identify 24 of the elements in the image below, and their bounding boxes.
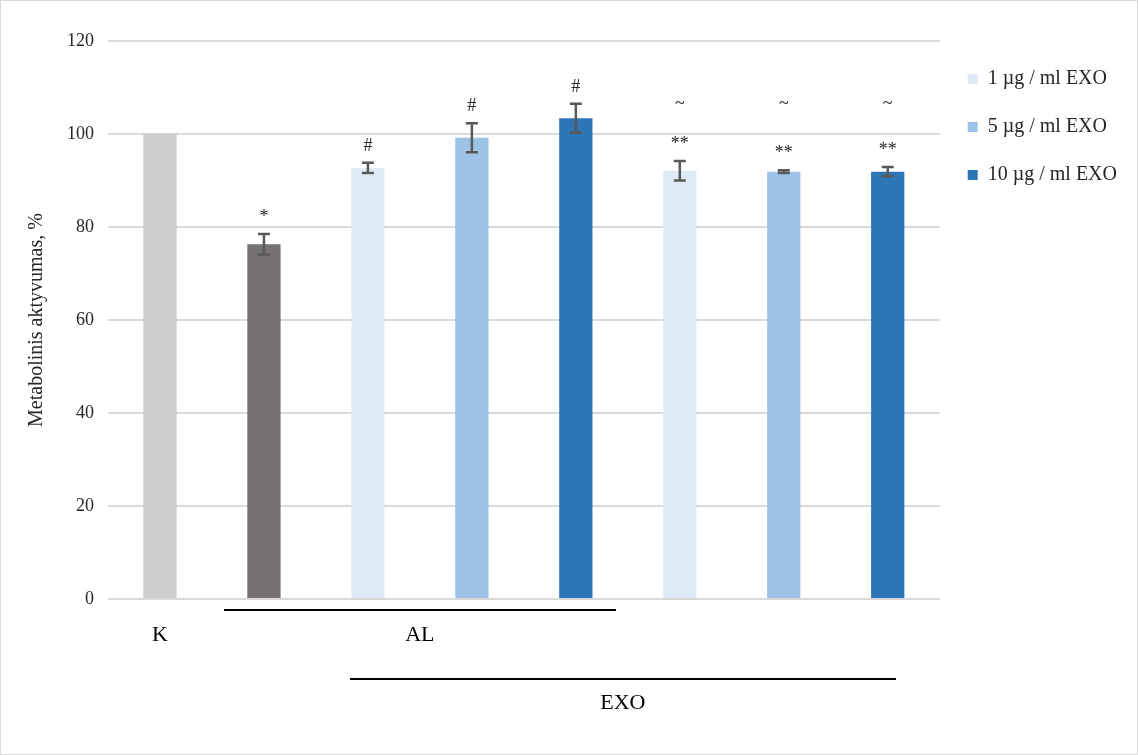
y-tick-label: 0 [85, 587, 94, 608]
data-label: # [571, 75, 581, 96]
y-tick-label: 100 [67, 122, 94, 143]
y-tick-label: 40 [76, 401, 94, 422]
data-label: ** [670, 132, 689, 153]
data-label: ** [774, 142, 793, 162]
text: AL [404, 621, 436, 647]
y-tick-label: 20 [76, 494, 94, 515]
annotation: ~ [777, 92, 790, 114]
legend-label: 10 µg / ml EXO [987, 162, 1117, 186]
y-tick-label: 60 [76, 308, 94, 329]
text: EXO [599, 689, 647, 715]
data-label: ** [878, 138, 897, 159]
legend-label: 5 µg / ml EXO [987, 114, 1107, 138]
y-tick-label: 120 [67, 29, 94, 50]
y-tick-label: 80 [76, 215, 94, 236]
y-axis-title: Metabolinis aktyvumas, % [24, 213, 48, 427]
annotation: ~ [881, 92, 894, 114]
data-label: # [467, 95, 477, 116]
legend-label: 1 µg / ml EXO [987, 66, 1107, 90]
data-label: * [259, 205, 269, 226]
annotation: ~ [673, 92, 686, 114]
data-label: # [363, 134, 373, 155]
text: K [151, 621, 169, 647]
